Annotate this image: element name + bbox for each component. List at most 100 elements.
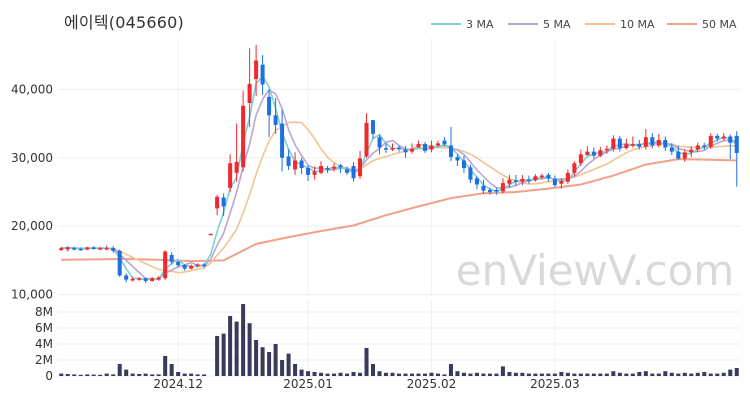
candle-body <box>507 179 512 184</box>
candle-body <box>332 166 337 169</box>
volume-bar <box>559 372 564 376</box>
volume-bar <box>241 304 246 376</box>
candle-body <box>247 83 252 104</box>
volume-bar <box>338 372 343 376</box>
candle-body <box>630 144 635 146</box>
volume-bar <box>390 372 395 376</box>
candle-body <box>403 149 408 153</box>
candle-body <box>280 123 285 158</box>
volume-bar <box>617 372 622 376</box>
volume-bar <box>448 364 453 376</box>
candle-body <box>325 168 330 170</box>
candle-body <box>364 122 369 157</box>
candle-body <box>195 264 200 267</box>
candle-body <box>611 138 616 149</box>
volume-bar <box>195 374 200 376</box>
volume-bar <box>176 372 181 376</box>
volume-tick-label: 0 <box>45 369 53 383</box>
candle-body <box>189 265 194 269</box>
volume-bar <box>578 373 583 376</box>
candle-body <box>500 183 505 192</box>
volume-tick-label: 6M <box>35 321 53 335</box>
candle-body <box>312 171 317 175</box>
volume-bar <box>332 373 337 376</box>
volume-bar <box>500 366 505 376</box>
date-tick-label: 2024.12 <box>153 377 203 391</box>
date-tick-label: 2025.02 <box>407 377 457 391</box>
candle-body <box>72 248 77 250</box>
volume-bar <box>728 369 733 376</box>
volume-tick-label: 2M <box>35 353 53 367</box>
volume-bar <box>221 333 226 376</box>
candle-body <box>117 250 122 276</box>
volume-bar <box>254 340 259 376</box>
candle-body <box>143 278 148 281</box>
candle-body <box>559 181 564 184</box>
volume-bar <box>91 374 96 376</box>
candle-body <box>137 278 142 280</box>
volume-bar <box>260 347 265 376</box>
candle-body <box>215 196 220 209</box>
candle-body <box>539 175 544 178</box>
price-tick-label: 20,000 <box>11 219 53 233</box>
candle-body <box>598 150 603 156</box>
volume-bar <box>169 364 174 376</box>
chart-title: 에이텍(045660) <box>64 13 184 32</box>
volume-bar <box>150 374 155 376</box>
candle-body <box>286 156 291 166</box>
candle-body <box>448 145 453 158</box>
candle-body <box>111 248 116 251</box>
candle-body <box>409 148 415 152</box>
price-tick-label: 40,000 <box>11 82 53 96</box>
candle-body <box>650 137 655 146</box>
volume-bar <box>234 321 239 376</box>
candle-body <box>721 136 726 139</box>
volume-bar <box>429 372 434 376</box>
volume-bar <box>137 374 142 376</box>
volume-bar <box>267 352 272 376</box>
candle-body <box>234 161 239 173</box>
volume-bar <box>435 373 440 376</box>
ma50-line <box>61 158 737 263</box>
candle-body <box>422 144 427 151</box>
candle-body <box>624 144 629 149</box>
volume-bar <box>215 336 220 376</box>
volume-bar <box>319 372 324 376</box>
candle-body <box>98 248 103 250</box>
volume-bar <box>481 373 486 376</box>
volume-bar <box>306 371 311 376</box>
candle-body <box>293 160 298 170</box>
candle-body <box>552 178 557 186</box>
volume-bar <box>702 372 707 376</box>
volume-bar <box>533 373 538 376</box>
candle-body <box>59 248 64 251</box>
candle-body <box>604 148 609 151</box>
volume-bar <box>182 373 187 376</box>
volume-bar <box>682 372 687 376</box>
volume-bar <box>487 373 492 376</box>
volume-bar <box>286 353 291 376</box>
candle-body <box>643 137 648 147</box>
volume-bar <box>591 373 596 376</box>
candle-body <box>520 178 525 182</box>
volume-bar <box>539 373 544 376</box>
volume-bar <box>650 373 655 376</box>
volume-bar <box>630 373 635 376</box>
candle-body <box>221 197 226 207</box>
candle-body <box>572 163 577 173</box>
volume-bar <box>604 373 609 376</box>
candle-body <box>163 251 168 279</box>
ma10-line <box>61 121 737 274</box>
candle-body <box>578 154 583 164</box>
candle-body <box>487 189 492 192</box>
candle-body <box>637 144 642 147</box>
candle-body <box>533 176 538 181</box>
candle-body <box>319 165 324 173</box>
volume-bar <box>565 372 570 376</box>
volume-bar <box>689 373 694 376</box>
candle-body <box>474 178 479 185</box>
candle-body <box>351 165 356 179</box>
candle-body <box>299 160 304 169</box>
volume-bar <box>422 373 427 376</box>
volume-bar <box>383 372 389 376</box>
